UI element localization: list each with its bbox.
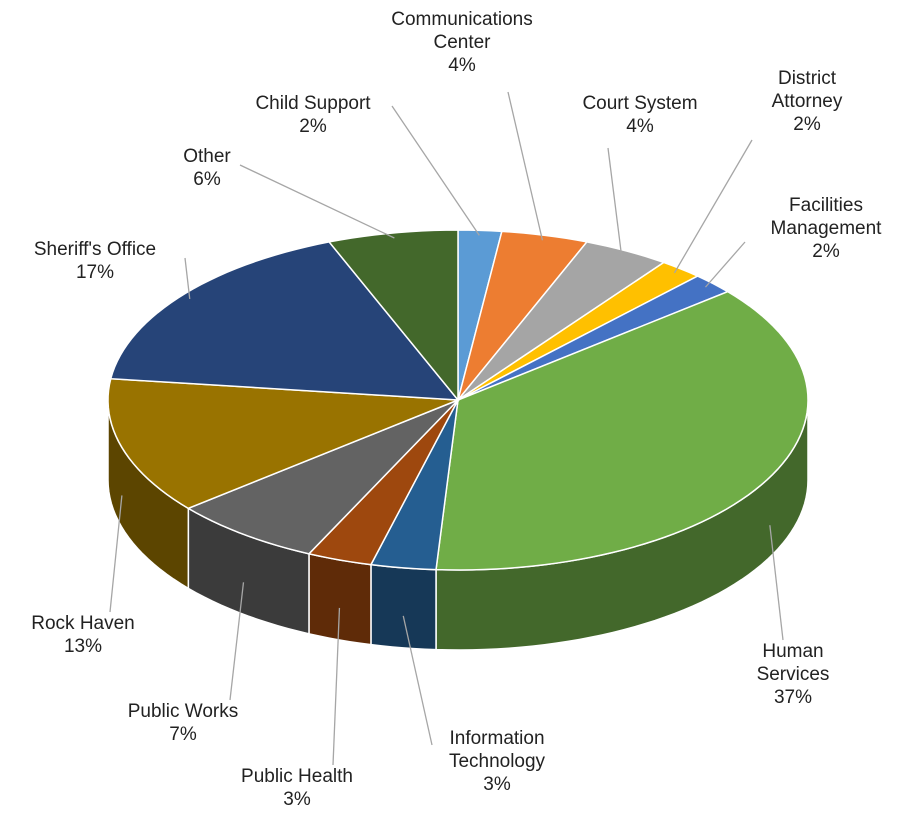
pie-slice-side xyxy=(308,552,372,646)
label-name: Public Health xyxy=(241,766,353,787)
pie-slice xyxy=(457,241,666,401)
pie-slice-side xyxy=(370,563,437,651)
label-name: Rock Haven xyxy=(31,613,135,634)
data-label: Human Services 37% xyxy=(738,640,848,709)
data-label: Communications Center 4% xyxy=(387,8,537,77)
leader-line xyxy=(184,257,191,300)
leader-line xyxy=(109,495,123,613)
label-value: 3% xyxy=(283,789,311,810)
label-value: 4% xyxy=(626,116,654,137)
pie-slice xyxy=(435,290,809,571)
data-label: District Attorney 2% xyxy=(752,67,862,136)
label-name: Public Works xyxy=(127,701,239,722)
label-name: District Attorney xyxy=(771,68,843,112)
pie-slice xyxy=(186,399,459,555)
leader-line xyxy=(391,105,480,236)
data-label: Other 6% xyxy=(157,145,257,191)
data-label: Information Technology 3% xyxy=(427,727,567,796)
data-label: Public Works 7% xyxy=(98,700,268,746)
pie-slice xyxy=(327,229,459,403)
pie-slice xyxy=(107,377,459,510)
label-value: 6% xyxy=(193,169,221,190)
label-name: Communications Center xyxy=(391,9,533,53)
label-value: 17% xyxy=(75,262,115,283)
label-value: 3% xyxy=(483,774,511,795)
label-name: Information Technology xyxy=(448,728,546,772)
pie-slice xyxy=(457,230,589,401)
label-name: Sheriff's Office xyxy=(33,239,157,260)
data-label: Child Support 2% xyxy=(228,92,398,138)
leader-line xyxy=(769,525,784,641)
data-label: Rock Haven 13% xyxy=(8,612,158,658)
leader-line xyxy=(402,615,433,746)
data-label: Court System 4% xyxy=(560,92,720,138)
label-value: 13% xyxy=(63,636,103,657)
label-value: 2% xyxy=(793,114,821,135)
leader-line xyxy=(239,164,395,239)
label-value: 7% xyxy=(169,724,197,745)
label-value: 37% xyxy=(773,687,813,708)
label-value: 2% xyxy=(299,116,327,137)
label-name: Court System xyxy=(582,93,698,114)
pie-slice xyxy=(307,399,459,566)
leader-line xyxy=(507,91,544,241)
data-label: Public Health 3% xyxy=(212,765,382,811)
label-value: 2% xyxy=(812,241,840,262)
leader-line xyxy=(607,147,623,256)
label-name: Facilities Management xyxy=(770,195,882,239)
label-name: Human Services xyxy=(756,641,830,685)
pie-slice xyxy=(109,241,460,401)
data-label: Sheriff's Office 17% xyxy=(0,238,195,284)
data-label: Facilities Management 2% xyxy=(739,194,914,263)
leader-line xyxy=(704,241,746,288)
label-name: Other xyxy=(183,146,231,167)
label-name: Child Support xyxy=(255,93,371,114)
leader-line xyxy=(332,607,341,766)
label-value: 4% xyxy=(448,55,476,76)
leader-line xyxy=(673,139,753,274)
leader-line xyxy=(229,582,245,701)
